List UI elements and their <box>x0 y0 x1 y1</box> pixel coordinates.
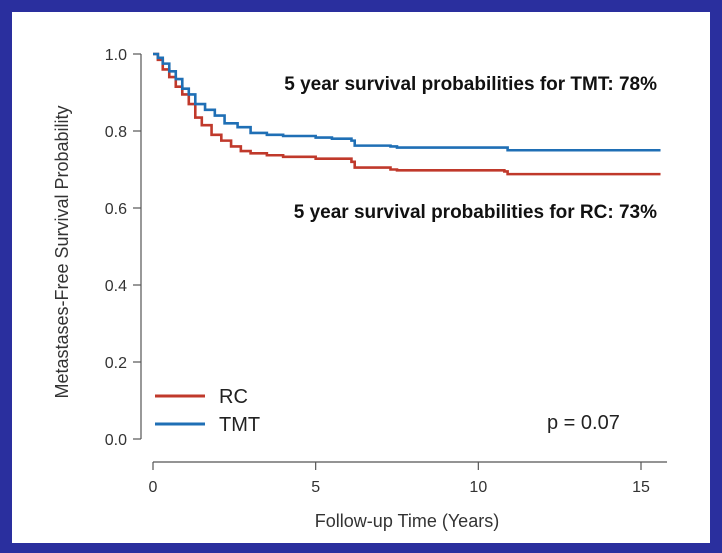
annotation-tmt: 5 year survival probabilities for TMT: 7… <box>284 74 657 95</box>
axes <box>140 54 668 463</box>
y-axis-title: Metastases-Free Survival Probability <box>52 105 72 398</box>
series-layer <box>153 52 661 176</box>
x-tick-label: 15 <box>632 479 650 496</box>
y-ticks: 0.0 0.2 0.4 0.6 0.8 1.0 <box>105 47 141 449</box>
y-tick-label: 0.0 <box>105 432 127 449</box>
y-tick-label: 0.4 <box>105 278 127 295</box>
y-tick-label: 0.6 <box>105 201 127 218</box>
y-tick-label: 0.2 <box>105 355 127 372</box>
series-line-rc <box>153 52 661 176</box>
annotation-rc: 5 year survival probabilities for RC: 73… <box>294 202 657 223</box>
legend-label-tmt: TMT <box>219 414 260 436</box>
y-tick-label: 1.0 <box>105 47 127 64</box>
x-tick-label: 10 <box>469 479 487 496</box>
y-tick-label: 0.8 <box>105 124 127 141</box>
legend-label-rc: RC <box>219 386 248 408</box>
chart-frame: 0.0 0.2 0.4 0.6 0.8 1.0 0 5 10 15 Follow-up Time… <box>12 12 710 543</box>
km-survival-chart: 0.0 0.2 0.4 0.6 0.8 1.0 0 5 10 15 Follow-up Time… <box>52 47 668 531</box>
x-axis-title: Follow-up Time (Years) <box>315 511 499 531</box>
x-tick-label: 5 <box>311 479 320 496</box>
p-value: p = 0.07 <box>547 412 620 434</box>
x-ticks: 0 5 10 15 <box>149 462 650 496</box>
legend: RC TMT <box>155 386 260 436</box>
x-tick-label: 0 <box>149 479 158 496</box>
series-line-tmt <box>153 52 661 152</box>
